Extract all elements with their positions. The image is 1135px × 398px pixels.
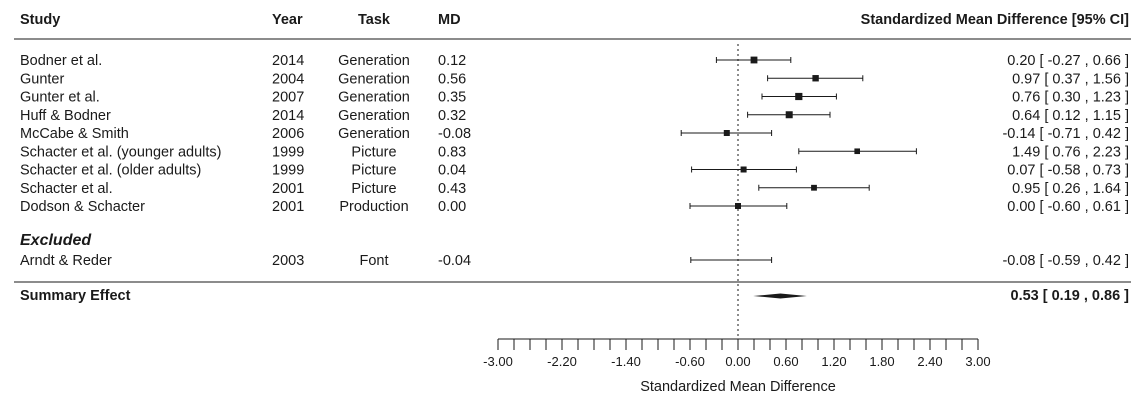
study-2-task: Generation: [338, 90, 410, 106]
study-3-md: 0.32: [438, 108, 466, 124]
excluded-0-year: 2003: [272, 253, 304, 269]
x-tick-label: -3.00: [483, 354, 513, 369]
x-tick-label: 0.00: [725, 354, 750, 369]
x-tick-label: -1.40: [611, 354, 641, 369]
study-1-md: 0.56: [438, 71, 466, 87]
study-1-study: Gunter: [20, 71, 64, 87]
study-0-task: Generation: [338, 53, 410, 69]
study-6-ci: 0.07 [ -0.58 , 0.73 ]: [1007, 163, 1129, 179]
summary-ci: 0.53 [ 0.19 , 0.86 ]: [1011, 288, 1130, 304]
study-6-md: 0.04: [438, 163, 466, 179]
study-7-md: 0.43: [438, 181, 466, 197]
study-4-md: -0.08: [438, 126, 471, 142]
x-tick-label: 2.40: [917, 354, 942, 369]
header-task: Task: [358, 12, 391, 28]
excluded-0-task: Font: [359, 253, 388, 269]
study-4-ci: -0.14 [ -0.71 , 0.42 ]: [1002, 126, 1129, 142]
excluded-0-ci: -0.08 [ -0.59 , 0.42 ]: [1002, 253, 1129, 269]
study-8-study: Dodson & Schacter: [20, 199, 145, 215]
excluded-0-study: Arndt & Reder: [20, 253, 112, 269]
excluded-label: Excluded: [20, 232, 92, 249]
study-4-task: Generation: [338, 126, 410, 142]
x-axis: -3.00 -2.20 -1.40 -0.60 0.00 0.60 1.20 1.80 2.40…: [483, 338, 991, 369]
summary-diamond: [753, 293, 807, 299]
study-8-point: [735, 203, 741, 209]
study-1-year: 2004: [272, 71, 304, 87]
header-effect: Standardized Mean Difference [95% CI]: [861, 12, 1129, 28]
study-7-year: 2001: [272, 181, 304, 197]
study-3-task: Generation: [338, 108, 410, 124]
summary-label: Summary Effect: [20, 288, 131, 304]
x-tick-label: 3.00: [965, 354, 990, 369]
excluded-0-md: -0.04: [438, 253, 471, 269]
header-study: Study: [20, 12, 60, 28]
study-0-ci: 0.20 [ -0.27 , 0.66 ]: [1007, 53, 1129, 69]
study-7-study: Schacter et al.: [20, 181, 113, 197]
study-5-study: Schacter et al. (younger adults): [20, 144, 222, 160]
x-tick-label: -2.20: [547, 354, 577, 369]
study-0-md: 0.12: [438, 53, 466, 69]
study-6-point: [740, 166, 747, 173]
study-2-md: 0.35: [438, 90, 466, 106]
x-tick-label: 0.60: [773, 354, 798, 369]
study-5-md: 0.83: [438, 144, 466, 160]
header-md: MD: [438, 12, 461, 28]
study-3-study: Huff & Bodner: [20, 108, 111, 124]
study-6-study: Schacter et al. (older adults): [20, 163, 201, 179]
x-tick-label: -0.60: [675, 354, 705, 369]
study-4-point: [723, 130, 730, 136]
study-7-ci: 0.95 [ 0.26 , 1.64 ]: [1012, 181, 1129, 197]
study-0-year: 2014: [272, 53, 304, 69]
study-6-year: 1999: [272, 163, 304, 179]
study-5-task: Picture: [351, 144, 396, 160]
study-0-point: [750, 56, 758, 64]
x-tick-label: 1.80: [869, 354, 894, 369]
study-2-point: [795, 92, 803, 101]
study-rows: Bodner et al. 2014 Generation 0.12 0.20 [ -0…: [20, 53, 1129, 215]
study-2-ci: 0.76 [ 0.30 , 1.23 ]: [1012, 90, 1129, 106]
study-7-task: Picture: [351, 181, 396, 197]
study-6-task: Picture: [351, 163, 396, 179]
header-year: Year: [272, 12, 303, 28]
study-5-ci: 1.49 [ 0.76 , 2.23 ]: [1012, 144, 1129, 160]
study-8-md: 0.00: [438, 199, 466, 215]
study-3-point: [785, 111, 793, 119]
study-5-year: 1999: [272, 144, 304, 160]
x-axis-label: Standardized Mean Difference: [640, 379, 836, 395]
study-3-ci: 0.64 [ 0.12 , 1.15 ]: [1012, 108, 1129, 124]
study-1-task: Generation: [338, 71, 410, 87]
study-5-point: [854, 148, 860, 155]
study-3-year: 2014: [272, 108, 304, 124]
study-2-year: 2007: [272, 90, 304, 106]
study-4-year: 2006: [272, 126, 304, 142]
study-1-ci: 0.97 [ 0.37 , 1.56 ]: [1012, 71, 1129, 87]
study-8-task: Production: [339, 199, 408, 215]
study-2-study: Gunter et al.: [20, 90, 100, 106]
study-8-year: 2001: [272, 199, 304, 215]
study-1-point: [812, 75, 819, 82]
study-8-ci: 0.00 [ -0.60 , 0.61 ]: [1007, 199, 1129, 215]
study-7-point: [811, 184, 817, 191]
study-0-study: Bodner et al.: [20, 53, 102, 69]
x-tick-label: 1.20: [821, 354, 846, 369]
excluded-rows: Arndt & Reder 2003 Font -0.04 -0.08 [ -0.59 …: [20, 253, 1129, 269]
study-4-study: McCabe & Smith: [20, 126, 129, 142]
